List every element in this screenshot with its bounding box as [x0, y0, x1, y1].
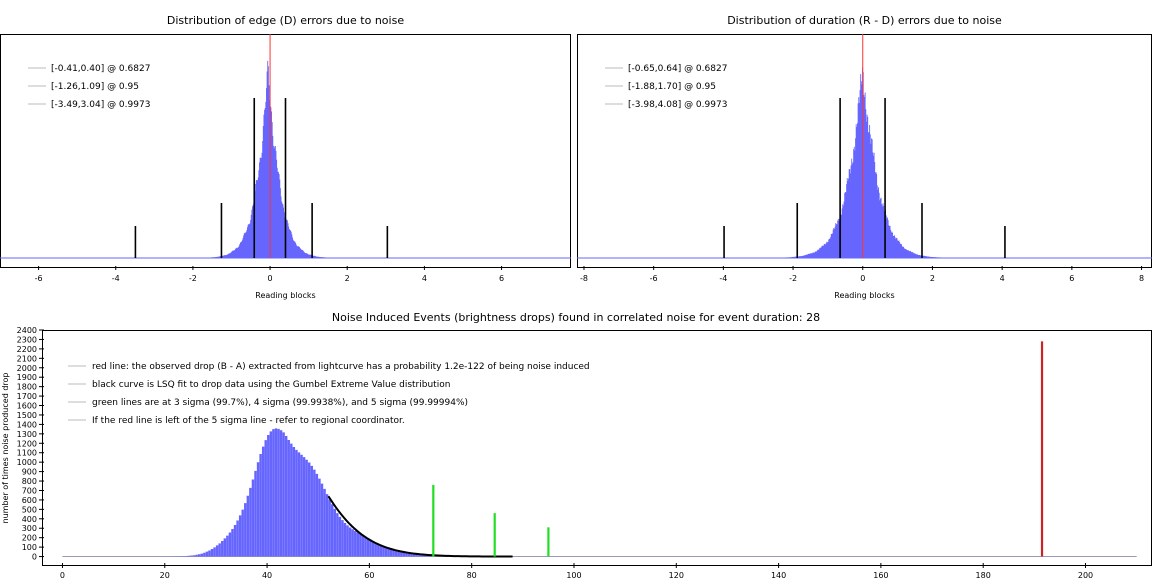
chart-1-xtick-label: 4 — [422, 274, 427, 283]
chart-3-ytick-label: 400 — [22, 515, 37, 524]
chart-1: -6 -4 -2 0 2 4 6 Reading blocks [-0.41,0.40] @ 0… — [0, 34, 571, 300]
chart-1-xtick-label: 0 — [268, 274, 273, 283]
chart-1-xtick-label: -6 — [35, 274, 43, 283]
chart-2-xtick-label: 6 — [1069, 274, 1074, 283]
chart-3-ytick-label: 200 — [22, 534, 37, 543]
chart-1-x-axis-label: Reading blocks — [255, 291, 315, 300]
chart-3-ytick-label: 1600 — [17, 402, 37, 411]
chart-3-title: Noise Induced Events (brightness drops) … — [331, 311, 821, 324]
chart-2: -8 -6 -4 -2 0 2 4 6 8 Reading blocks [-0.65,0.64] … — [577, 34, 1152, 300]
chart-2-xtick-label: 2 — [930, 274, 935, 283]
chart-3-ytick-label: 1500 — [17, 411, 37, 420]
chart-3-ytick-label: 900 — [22, 468, 37, 477]
chart-3-ytick-label: 300 — [22, 524, 37, 533]
chart-3-xtick-label: 200 — [1078, 571, 1093, 580]
chart-3-legend-entry: If the red line is left of the 5 sigma l… — [92, 416, 405, 426]
chart-3-xtick-label: 100 — [566, 571, 581, 580]
chart-3-xtick-label: 140 — [771, 571, 786, 580]
chart-1-xtick-label: 6 — [499, 274, 504, 283]
chart-3-ytick-label: 100 — [22, 543, 37, 552]
chart-2-xtick-label: -8 — [580, 274, 588, 283]
chart-3: 0100200300400500600700800900100011001200… — [1, 326, 1137, 580]
chart-3-gumbel-fit-curve — [327, 495, 513, 558]
chart-3-plot-frame — [42, 330, 1152, 566]
chart-3-ytick-label: 2200 — [17, 345, 37, 354]
chart-2-histogram-bars — [780, 67, 943, 258]
chart-3-y-axis-label: number of times noise produced drop — [1, 373, 10, 524]
chart-1-legend-entry: [-0.41,0.40] @ 0.6827 — [51, 64, 150, 74]
chart-2-xtick-label: 8 — [1139, 274, 1144, 283]
chart-3-ytick-label: 1100 — [17, 449, 37, 458]
chart-3-ytick-label: 800 — [22, 477, 37, 486]
chart-1-xtick-label: 2 — [345, 274, 350, 283]
chart-2-xtick-label: -6 — [650, 274, 658, 283]
chart-3-legend-entry: green lines are at 3 sigma (99.7%), 4 si… — [92, 398, 468, 408]
chart-3-xtick-label: 80 — [467, 571, 477, 580]
chart-3-xtick-label: 20 — [160, 571, 170, 580]
chart-2-xtick-label: -4 — [719, 274, 727, 283]
chart-2-x-axis-label: Reading blocks — [834, 291, 894, 300]
chart-3-xtick-label: 60 — [364, 571, 374, 580]
chart-1-xtick-label: -4 — [112, 274, 120, 283]
chart-2-legend-entry: [-1.88,1.70] @ 0.95 — [628, 82, 716, 92]
chart-3-ytick-label: 2100 — [17, 354, 37, 363]
chart-1-legend-entry: [-3.49,3.04] @ 0.9973 — [51, 100, 150, 110]
chart-2-xtick-label: -2 — [789, 274, 797, 283]
chart-3-ytick-label: 500 — [22, 505, 37, 514]
chart-2-title: Distribution of duration (R - D) errors … — [727, 14, 1002, 27]
chart-3-ytick-label: 1000 — [17, 458, 37, 467]
chart-3-xtick-label: 160 — [873, 571, 888, 580]
chart-3-legend-entry: black curve is LSQ fit to drop data usin… — [92, 380, 450, 390]
chart-3-ytick-label: 2400 — [17, 326, 37, 335]
chart-3-ytick-label: 0 — [32, 553, 37, 562]
chart-1-histogram-bars — [207, 60, 328, 258]
chart-1-legend-entry: [-1.26,1.09] @ 0.95 — [51, 82, 139, 92]
chart-3-histogram-bars — [169, 428, 487, 557]
chart-3-ytick-label: 700 — [22, 486, 37, 495]
chart-2-xtick-label: 0 — [860, 274, 865, 283]
chart-1-title: Distribution of edge (D) errors due to n… — [166, 14, 405, 27]
chart-3-ytick-label: 1800 — [17, 383, 37, 392]
chart-3-ytick-label: 1700 — [17, 392, 37, 401]
chart-3-ytick-label: 1400 — [17, 420, 37, 429]
chart-1-xtick-label: -2 — [189, 274, 197, 283]
chart-3-ytick-label: 600 — [22, 496, 37, 505]
chart-3-ytick-label: 1300 — [17, 430, 37, 439]
chart-3-xtick-label: 120 — [669, 571, 684, 580]
chart-3-ytick-label: 2300 — [17, 335, 37, 344]
chart-3-ytick-label: 2000 — [17, 364, 37, 373]
chart-3-legend-entry: red line: the observed drop (B - A) extr… — [92, 362, 590, 372]
chart-3-xtick-label: 180 — [976, 571, 991, 580]
chart-2-xtick-label: 4 — [1000, 274, 1005, 283]
chart-3-ytick-label: 1900 — [17, 373, 37, 382]
chart-2-legend-entry: [-3.98,4.08] @ 0.9973 — [628, 100, 727, 110]
chart-3-ytick-label: 1200 — [17, 439, 37, 448]
chart-3-xtick-label: 0 — [60, 571, 65, 580]
chart-3-xtick-label: 40 — [262, 571, 272, 580]
chart-2-legend-entry: [-0.65,0.64] @ 0.6827 — [628, 64, 727, 74]
